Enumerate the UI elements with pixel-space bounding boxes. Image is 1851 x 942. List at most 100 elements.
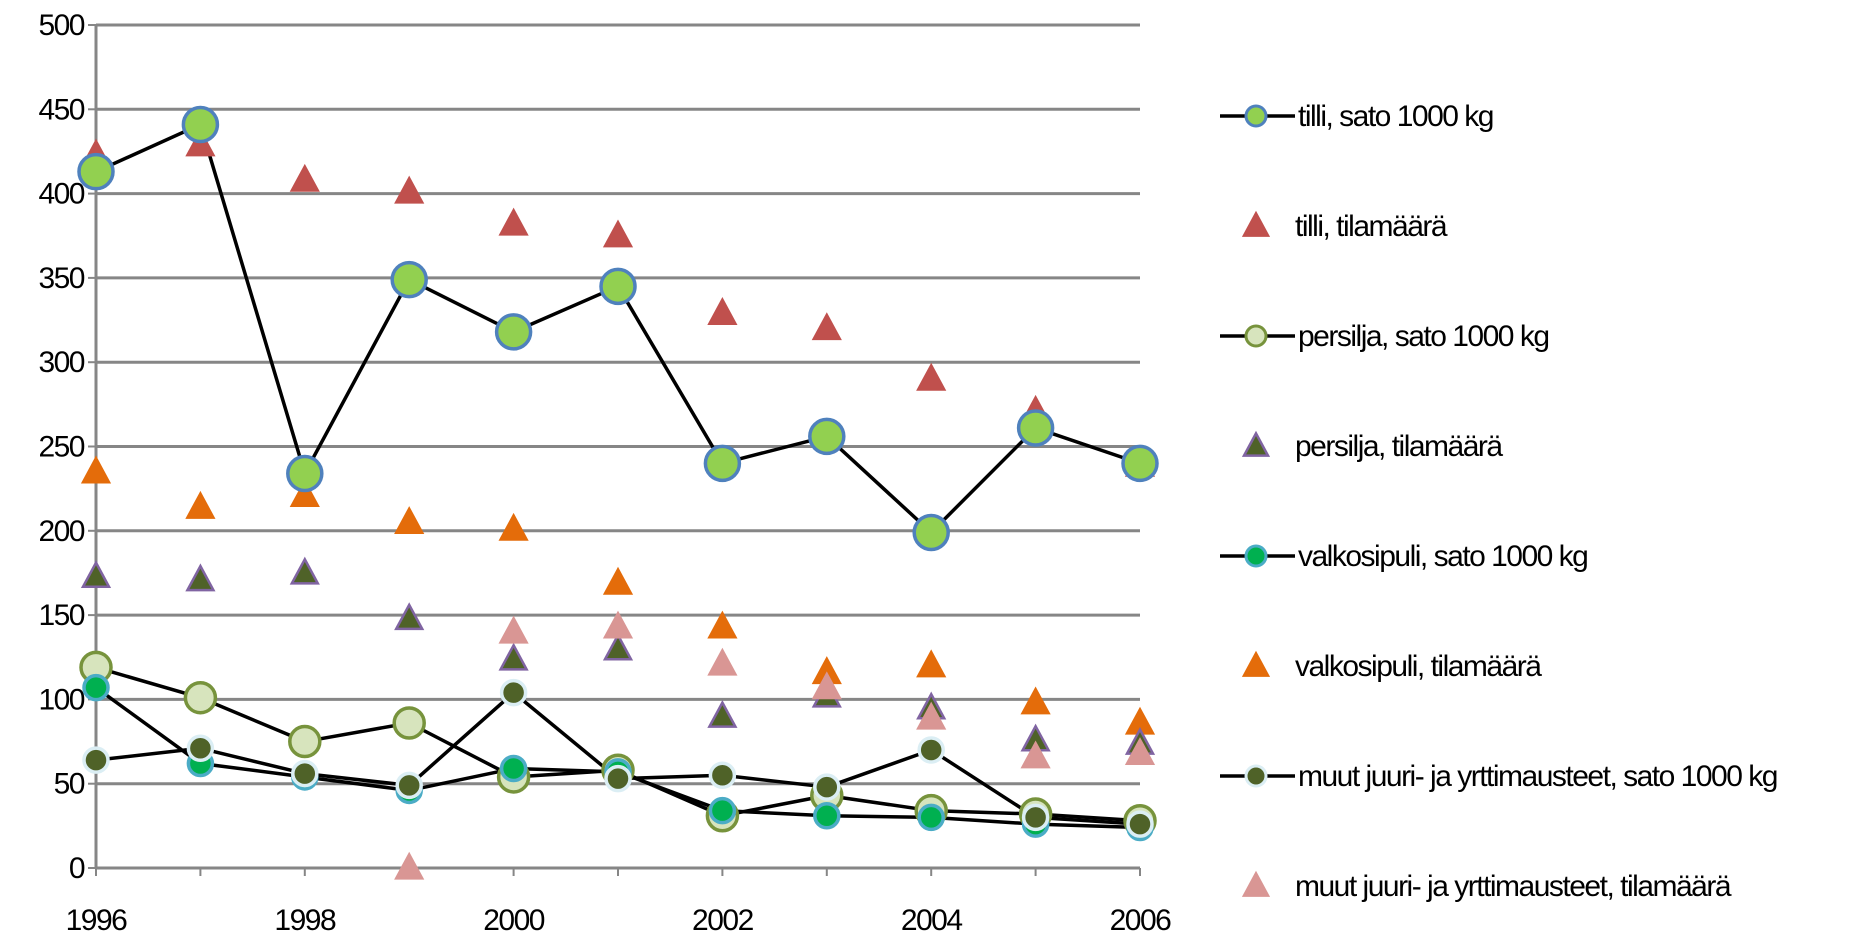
data-point (186, 734, 215, 763)
y-tick-label: 150 (38, 599, 84, 632)
x-tick-label: 2004 (901, 904, 963, 937)
data-point (498, 207, 529, 236)
data-point (917, 803, 945, 832)
legend-marker (1241, 650, 1271, 677)
data-point (181, 105, 220, 144)
data-point (390, 260, 428, 299)
x-tick-label: 2000 (483, 904, 545, 937)
data-point (498, 642, 529, 671)
y-tick-label: 450 (38, 93, 84, 126)
data-point (602, 219, 634, 248)
data-point (185, 563, 216, 592)
data-point (1016, 409, 1055, 447)
legend-label: valkosipuli, sato 1000 kg (1298, 540, 1587, 573)
data-point (707, 647, 738, 676)
legend-label: muut juuri- ja yrttimausteet, tilamäärä (1295, 870, 1732, 903)
data-point (82, 746, 110, 774)
data-point (708, 761, 737, 790)
data-point (394, 602, 425, 631)
data-point (289, 556, 320, 585)
data-point (808, 417, 846, 456)
data-point (498, 512, 529, 541)
data-point (1021, 803, 1050, 832)
data-point (80, 455, 112, 484)
y-tick-label: 200 (38, 515, 84, 548)
series-line (95, 122, 1141, 535)
legend-label: valkosipuli, tilamäärä (1295, 650, 1542, 683)
data-point (494, 313, 533, 351)
x-tick-label: 1996 (66, 904, 128, 937)
data-point (811, 312, 842, 341)
data-point (183, 680, 218, 715)
data-point (392, 706, 426, 740)
gridlines (96, 23, 1140, 786)
data-point (394, 175, 425, 204)
legend: tilli, sato 1000 kg tilli, tilamäärä persi… (1220, 100, 1778, 903)
legend-marker (1241, 430, 1271, 457)
y-tick-label: 0 (69, 852, 85, 885)
y-tick-label: 50 (54, 768, 85, 801)
legend-label: tilli, tilamäärä (1295, 210, 1448, 243)
y-tick-label: 100 (38, 683, 84, 716)
legend-label: muut juuri- ja yrttimausteet, sato 1000 … (1298, 760, 1777, 793)
data-point (289, 163, 320, 192)
plot-area (77, 105, 1159, 880)
data-point (811, 671, 842, 700)
legend-marker (1244, 764, 1268, 788)
data-point (288, 724, 322, 759)
y-tick-label: 300 (38, 346, 84, 379)
data-point (394, 851, 425, 880)
data-point (185, 490, 216, 519)
data-point (1121, 444, 1159, 483)
data-point (602, 610, 634, 639)
data-point (916, 362, 947, 391)
axes: 0 50 100 150 200 250 300 350 400 450 500 1996 1998 20… (38, 9, 1172, 937)
legend-label: persilja, tilamäärä (1295, 430, 1503, 463)
data-point (813, 801, 841, 830)
x-tick-label: 1998 (274, 904, 336, 937)
data-point (604, 764, 632, 793)
y-tick-label: 400 (38, 178, 84, 211)
data-point (912, 513, 950, 552)
data-point (291, 759, 319, 788)
legend-label: persilja, sato 1000 kg (1298, 320, 1549, 353)
legend-marker (1241, 210, 1271, 237)
legend-label: tilli, sato 1000 kg (1298, 100, 1493, 133)
data-point (602, 632, 634, 661)
data-point (1126, 810, 1154, 838)
data-point (599, 267, 637, 306)
y-tick-label: 350 (38, 262, 84, 295)
data-point (707, 610, 738, 639)
data-point (82, 673, 110, 702)
data-point (499, 754, 528, 783)
legend-marker (1244, 544, 1268, 568)
data-point (394, 506, 425, 535)
data-point (1020, 740, 1051, 769)
data-point (286, 454, 324, 493)
data-point (499, 678, 528, 707)
y-tick-label: 250 (38, 431, 84, 464)
data-point (1020, 686, 1051, 715)
data-point (498, 615, 529, 644)
x-tick-label: 2002 (692, 904, 754, 937)
data-point (1124, 737, 1156, 766)
data-point (80, 560, 112, 588)
data-point (395, 771, 423, 800)
legend-marker (1244, 324, 1268, 348)
data-point (707, 297, 738, 325)
legend-marker (1244, 104, 1268, 128)
data-point (703, 444, 742, 483)
data-point (602, 566, 634, 595)
data-point (916, 701, 947, 730)
x-tick-label: 2006 (1110, 904, 1172, 937)
data-point (916, 649, 947, 678)
y-tick-label: 500 (38, 9, 84, 42)
legend-marker (1241, 870, 1271, 897)
data-point (77, 152, 115, 191)
data-point (917, 736, 945, 764)
data-point (708, 796, 737, 825)
series-line (95, 665, 1141, 823)
data-point (707, 699, 738, 728)
data-point (289, 479, 320, 508)
